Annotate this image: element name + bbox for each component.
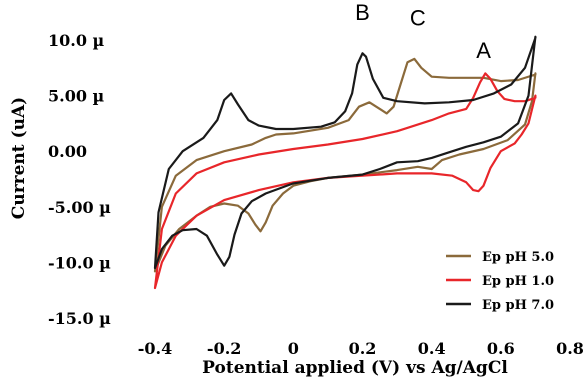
peak-label: C	[410, 6, 426, 31]
y-tick-label: 10.0 µ	[48, 31, 105, 50]
y-tick-label: 5.00 µ	[48, 87, 105, 106]
x-tick-label: -0.2	[207, 339, 241, 358]
x-tick-label: -0.4	[138, 339, 172, 358]
x-tick-label: 0.8	[556, 339, 584, 358]
legend-label: Ep pH 5.0	[482, 250, 554, 265]
x-tick-labels: -0.4 -0.2 0 0.2 0.4 0.6 0.8	[138, 339, 584, 358]
y-tick-label: -5.00 µ	[48, 198, 111, 217]
legend-label: Ep pH 1.0	[482, 274, 554, 289]
legend-label: Ep pH 7.0	[482, 298, 554, 313]
y-tick-label: -15.0 µ	[48, 309, 111, 328]
series-line-2	[153, 72, 537, 290]
y-tick-labels: 10.0 µ 5.00 µ 0.00 -5.00 µ -10.0 µ -15.0 µ	[48, 31, 111, 328]
peak-annotations: B C A	[355, 0, 491, 63]
x-tick-label: 0	[288, 339, 299, 358]
series-line-3	[153, 35, 537, 270]
x-tick-label: 0.2	[349, 339, 377, 358]
peak-label: A	[476, 38, 491, 63]
x-tick-label: 0.6	[487, 339, 515, 358]
y-tick-label: 0.00	[48, 142, 87, 161]
legend: Ep pH 5.0 Ep pH 1.0 Ep pH 7.0	[446, 250, 554, 313]
x-tick-label: 0.4	[418, 339, 446, 358]
series-line-1	[153, 57, 537, 273]
peak-label: B	[355, 0, 370, 25]
y-tick-label: -10.0 µ	[48, 253, 111, 272]
y-axis-title: Current (uA)	[9, 97, 29, 219]
x-axis-title: Potential applied (V) vs Ag/AgCl	[202, 358, 508, 378]
series-layer	[153, 35, 537, 290]
